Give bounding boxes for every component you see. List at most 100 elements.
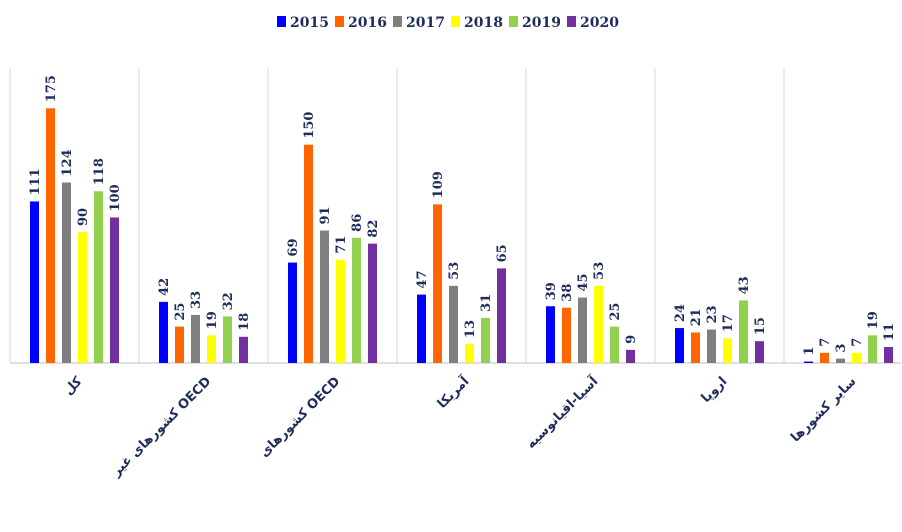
value-label: 111: [28, 168, 43, 195]
bar: [94, 191, 103, 363]
bar: [820, 352, 829, 363]
category-label: کشورهای غیر OECD: [108, 374, 214, 480]
legend-label: 2015: [290, 15, 329, 31]
bar: [755, 341, 764, 363]
value-label: 65: [495, 244, 510, 262]
value-label: 53: [592, 262, 607, 280]
bar: [546, 306, 555, 363]
bar: [320, 230, 329, 363]
value-label: 17: [721, 314, 736, 332]
bar: [836, 358, 845, 363]
bar: [336, 259, 345, 363]
bar: [691, 332, 700, 363]
bar: [288, 262, 297, 363]
value-label: 100: [108, 184, 123, 211]
value-label: 25: [608, 303, 623, 321]
value-label: 11: [882, 323, 897, 341]
value-label: 124: [60, 149, 75, 176]
bar: [610, 326, 619, 363]
bar: [417, 294, 426, 363]
value-label: 45: [576, 273, 591, 291]
value-label: 150: [302, 112, 317, 139]
value-label: 7: [818, 338, 833, 347]
category-label: کل: [61, 374, 85, 398]
category-label: سایر کشورها: [788, 374, 859, 445]
bar: [159, 301, 168, 363]
bar: [207, 335, 216, 363]
value-label: 86: [350, 214, 365, 232]
value-label: 31: [479, 294, 494, 312]
bar: [449, 285, 458, 363]
bar: [739, 300, 748, 363]
legend-swatch: [335, 16, 344, 27]
value-label: 21: [689, 308, 704, 326]
bar: [433, 204, 442, 363]
value-label: 32: [221, 292, 236, 310]
bar: [562, 307, 571, 363]
bar: [352, 237, 361, 363]
value-label: 19: [205, 311, 220, 329]
legend-swatch: [393, 16, 402, 27]
bar: [707, 329, 716, 363]
value-label: 42: [157, 278, 172, 296]
bar: [594, 285, 603, 363]
value-label: 43: [737, 276, 752, 294]
value-label: 71: [334, 236, 349, 254]
bar: [675, 328, 684, 363]
bar: [110, 217, 119, 363]
value-label: 13: [463, 320, 478, 338]
bar: [191, 314, 200, 363]
legend-label: 2018: [464, 15, 503, 31]
bar: [368, 243, 377, 363]
legend-label: 2017: [406, 15, 445, 31]
bar: [78, 232, 87, 363]
value-label: 18: [237, 313, 252, 331]
bar: [30, 201, 39, 363]
category-label: کشورهای OECD: [257, 374, 343, 460]
bar: [884, 346, 893, 363]
legend-label: 2020: [580, 15, 619, 31]
bar: [804, 361, 813, 363]
value-label: 24: [673, 304, 688, 322]
value-label: 7: [850, 338, 865, 347]
bar: [223, 316, 232, 363]
value-label: 19: [866, 311, 881, 329]
value-label: 38: [560, 284, 575, 302]
value-label: 82: [366, 220, 381, 238]
value-label: 39: [544, 282, 559, 300]
bar: [304, 144, 313, 363]
bar: [465, 344, 474, 363]
value-label: 69: [286, 238, 301, 256]
legend-label: 2016: [348, 15, 387, 31]
value-label: 91: [318, 206, 333, 224]
value-label: 15: [753, 317, 768, 335]
legend-swatch: [567, 16, 576, 27]
value-label: 175: [44, 75, 59, 102]
legend-swatch: [451, 16, 460, 27]
value-label: 90: [76, 208, 91, 226]
value-label: 109: [431, 171, 446, 198]
bar: [239, 336, 248, 363]
value-label: 33: [189, 291, 204, 309]
value-label: 9: [624, 335, 639, 344]
value-label: 53: [447, 262, 462, 280]
category-label: اروپا: [699, 374, 731, 406]
category-label: آسیا-اقیانوسیه: [522, 372, 602, 452]
value-label: 25: [173, 303, 188, 321]
bar: [497, 268, 506, 363]
bar: [626, 349, 635, 363]
legend-label: 2019: [522, 15, 561, 31]
value-label: 23: [705, 305, 720, 323]
bar: [578, 297, 587, 363]
value-label: 118: [92, 158, 107, 185]
bar: [868, 335, 877, 363]
bar: [175, 326, 184, 363]
legend-swatch: [277, 16, 286, 27]
category-label: آمریکا: [433, 372, 472, 411]
value-label: 1: [802, 346, 817, 355]
bar: [62, 182, 71, 363]
value-label: 47: [415, 270, 430, 288]
bar: [481, 317, 490, 363]
bar: [46, 108, 55, 364]
